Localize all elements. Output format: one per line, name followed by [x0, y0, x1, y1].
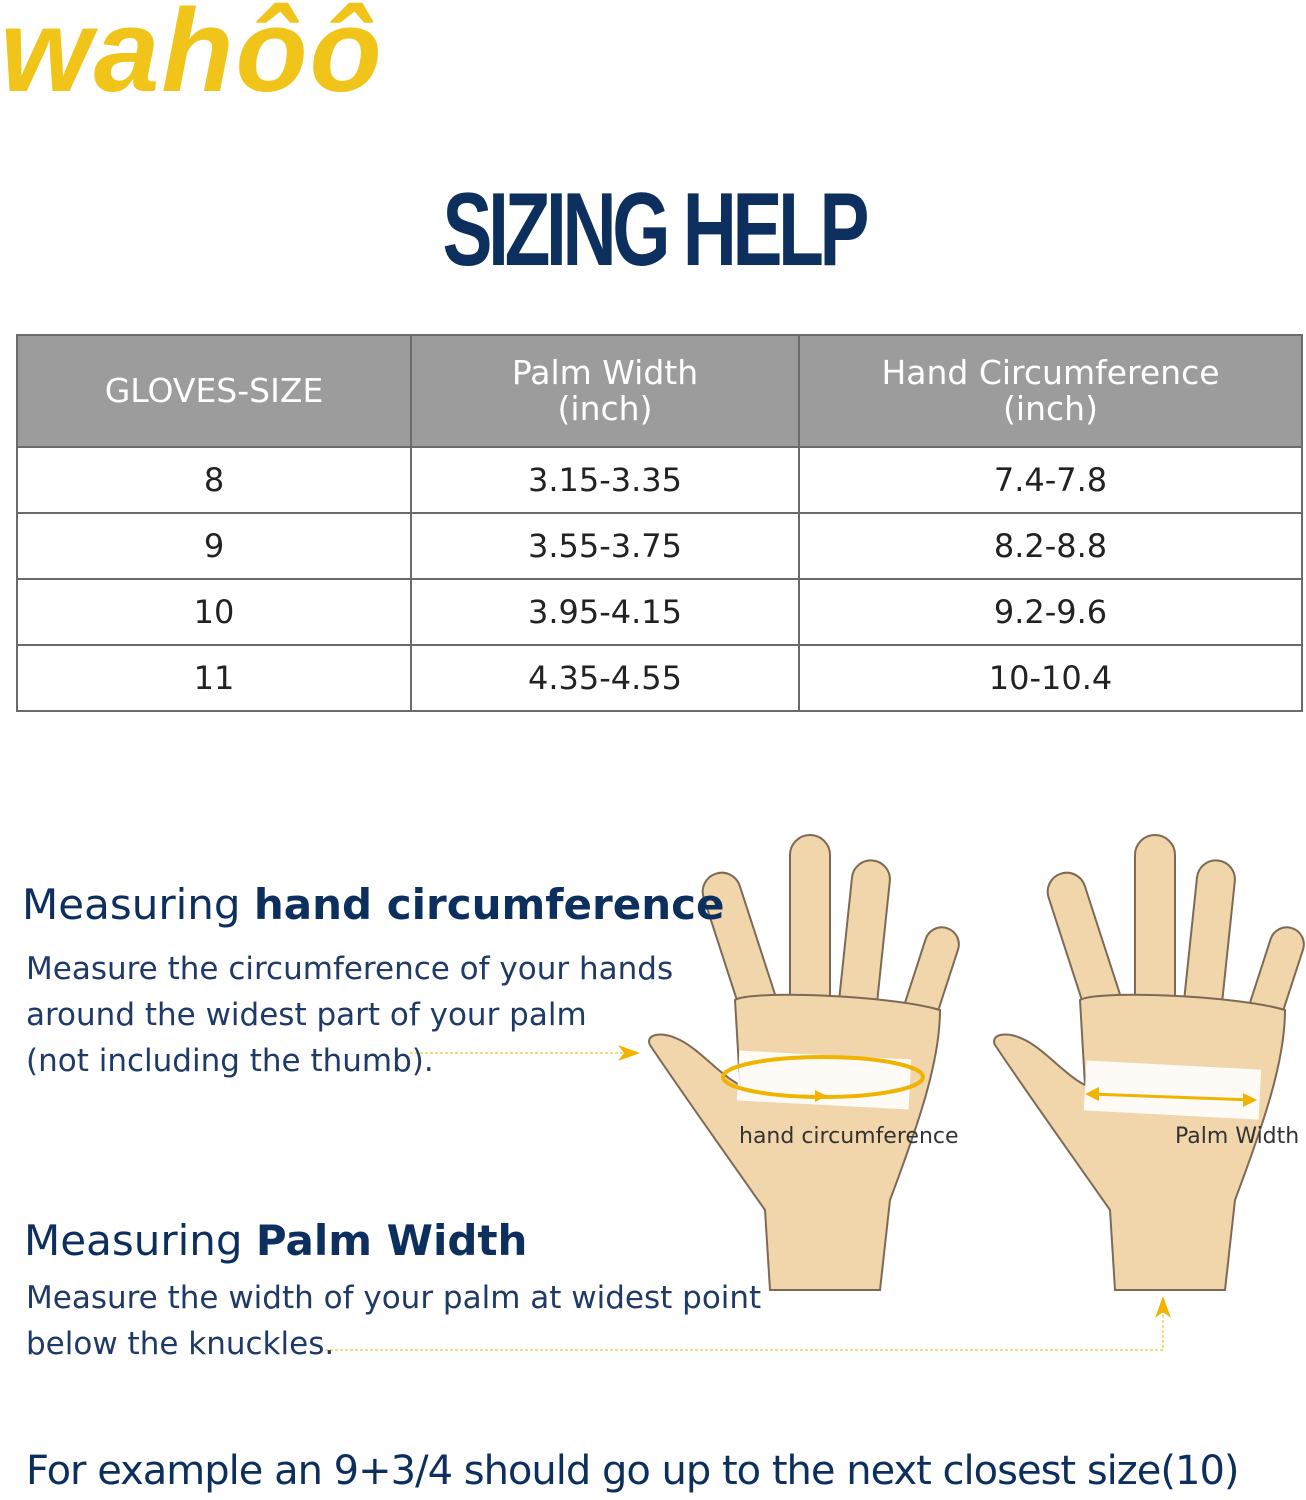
cell-circumference: 9.2-9.6 [798, 578, 1303, 646]
palm-width-instructions: Measure the width of your palm at widest… [26, 1280, 762, 1362]
cell-size: 8 [16, 446, 412, 514]
hand-circumference-label: hand circumference [739, 1124, 959, 1149]
size-chart-table: GLOVES-SIZE Palm Width (inch) Hand Circum… [16, 334, 1303, 712]
sizing-example-note: For example an 9+3/4 should go up to the… [26, 1448, 1239, 1494]
cell-size: 11 [16, 644, 412, 712]
circumference-heading: Measuring hand circumference [22, 880, 725, 929]
table-row: 8 3.15-3.35 7.4-7.8 [16, 446, 1303, 514]
table-row: 10 3.95-4.15 9.2-9.6 [16, 578, 1303, 646]
cell-size: 10 [16, 578, 412, 646]
circumference-instructions: Measure the circumference of your hands … [26, 951, 674, 1079]
cell-circumference: 8.2-8.8 [798, 512, 1303, 580]
hand-illustration-palm-width [993, 834, 1306, 1291]
table-header-row: GLOVES-SIZE Palm Width (inch) Hand Circum… [16, 334, 1303, 448]
hand-illustration-circumference [648, 834, 965, 1291]
arrow-to-circumference [410, 1045, 640, 1061]
page-title: SIZING HELP [442, 172, 870, 288]
header-gloves-size: GLOVES-SIZE [16, 334, 412, 448]
cell-circumference: 7.4-7.8 [798, 446, 1303, 514]
arrow-to-palm-width [320, 1296, 1171, 1351]
cell-palm-width: 3.95-4.15 [410, 578, 800, 646]
wahoo-logo: wahôô [0, 0, 384, 117]
cell-palm-width: 4.35-4.55 [410, 644, 800, 712]
palm-width-heading: Measuring Palm Width [24, 1216, 528, 1265]
header-palm-width: Palm Width (inch) [410, 334, 800, 448]
cell-palm-width: 3.55-3.75 [410, 512, 800, 580]
table-row: 9 3.55-3.75 8.2-8.8 [16, 512, 1303, 580]
table-row: 11 4.35-4.55 10-10.4 [16, 644, 1303, 712]
cell-circumference: 10-10.4 [798, 644, 1303, 712]
header-hand-circumference: Hand Circumference (inch) [798, 334, 1303, 448]
palm-width-label: Palm Width [1175, 1124, 1300, 1149]
cell-size: 9 [16, 512, 412, 580]
cell-palm-width: 3.15-3.35 [410, 446, 800, 514]
